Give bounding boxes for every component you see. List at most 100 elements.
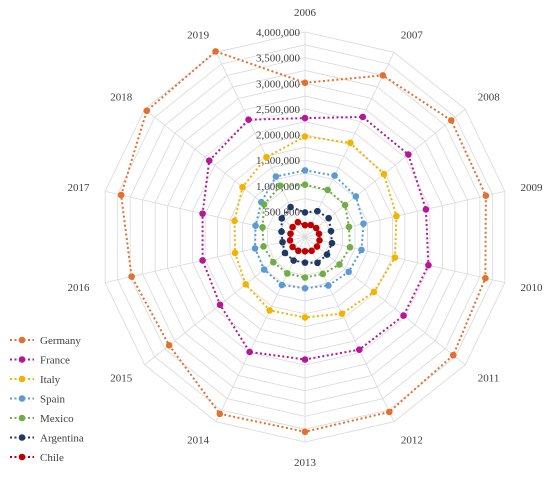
data-point — [314, 259, 321, 267]
data-point — [263, 153, 270, 161]
data-point — [380, 170, 388, 178]
data-point — [242, 280, 249, 288]
legend-label: Spain — [40, 394, 66, 406]
radial-tick-label: 1,500,000 — [256, 155, 301, 167]
grid-spoke — [304, 236, 505, 284]
data-point — [447, 117, 455, 124]
data-point — [323, 251, 331, 258]
data-point — [324, 186, 331, 194]
data-point — [301, 248, 309, 255]
category-label: 2017 — [68, 182, 91, 194]
data-point — [266, 307, 273, 314]
data-point — [301, 114, 309, 122]
data-point — [301, 274, 309, 281]
data-point — [295, 247, 302, 255]
data-point — [315, 230, 323, 238]
data-point — [301, 181, 309, 189]
legend-label: Germany — [40, 335, 81, 347]
category-label: 2007 — [401, 29, 424, 41]
data-point — [294, 218, 302, 226]
data-point — [325, 214, 332, 222]
data-point — [260, 201, 268, 208]
data-point — [278, 228, 285, 235]
legend-swatch-marker — [18, 453, 26, 461]
legend: Germany France Italy Spain Mexico Argentina Ch… — [10, 335, 84, 464]
category-label: 2019 — [187, 29, 210, 41]
radial-tick-label: 3,500,000 — [256, 53, 301, 65]
radial-tick-label: 3,000,000 — [256, 78, 301, 90]
data-point — [277, 182, 284, 190]
data-point — [231, 217, 238, 225]
data-point — [246, 348, 253, 356]
data-point — [345, 268, 352, 276]
data-point — [425, 261, 432, 269]
legend-item: Spain — [10, 394, 66, 406]
category-label: 2015 — [110, 372, 133, 384]
series-line — [261, 183, 351, 279]
series-layer — [117, 48, 490, 436]
legend-label: France — [40, 355, 70, 367]
data-point — [278, 215, 286, 222]
legend-swatch-marker — [18, 395, 26, 402]
data-point — [205, 157, 213, 164]
data-point — [301, 221, 309, 229]
legend-swatch-marker — [18, 375, 26, 383]
series-argentina — [278, 203, 336, 267]
legend-swatch-marker — [18, 356, 26, 363]
category-label: 2012 — [401, 435, 423, 447]
series-line — [201, 115, 430, 361]
data-point — [325, 282, 332, 289]
data-point — [287, 230, 294, 237]
data-point — [331, 172, 338, 179]
category-label: 2014 — [187, 435, 210, 447]
legend-item: Germany — [10, 335, 81, 347]
radial-tick-label: 2,000,000 — [256, 130, 301, 142]
data-point — [251, 245, 259, 252]
data-point — [352, 193, 360, 200]
grid-spoke — [304, 236, 466, 366]
data-point — [482, 192, 490, 200]
data-point — [301, 167, 309, 174]
series-line — [120, 50, 487, 433]
data-point — [393, 212, 400, 220]
radial-tick-labels: 500,0001,000,0001,500,0002,000,0002,500,… — [256, 27, 301, 218]
data-point — [359, 113, 367, 121]
data-point — [336, 261, 343, 268]
data-point — [314, 207, 321, 215]
category-label: 2006 — [294, 7, 317, 19]
data-point — [117, 191, 125, 199]
data-point — [301, 428, 309, 436]
data-point — [400, 312, 407, 319]
category-label: 2009 — [520, 182, 543, 194]
category-label: 2016 — [68, 282, 91, 294]
data-point — [301, 133, 309, 140]
legend-swatch-marker — [18, 414, 26, 422]
grid-spoke — [304, 236, 395, 422]
category-labels: 2006 2007 2008 2009 2010 2011 2012 2013 2014 2015… — [68, 7, 543, 469]
category-label: 2010 — [520, 282, 543, 294]
legend-swatch-marker — [18, 336, 26, 344]
data-point — [287, 203, 294, 211]
data-point — [316, 237, 323, 244]
data-point — [301, 356, 309, 363]
data-point — [327, 227, 335, 235]
series-germany — [117, 48, 490, 436]
grid-spoke — [144, 108, 306, 238]
series-france — [199, 113, 432, 363]
data-point — [128, 273, 135, 280]
data-point — [239, 183, 246, 191]
data-point — [347, 139, 354, 147]
data-point — [290, 257, 297, 264]
data-point — [301, 314, 309, 321]
legend-label: Chile — [40, 452, 64, 464]
legend-label: Mexico — [40, 413, 74, 425]
data-point — [358, 246, 365, 254]
data-point — [278, 281, 286, 289]
data-point — [165, 342, 173, 349]
data-point — [422, 206, 430, 213]
data-point — [355, 346, 363, 353]
data-point — [212, 48, 219, 55]
data-point — [385, 408, 393, 416]
data-point — [143, 107, 151, 115]
